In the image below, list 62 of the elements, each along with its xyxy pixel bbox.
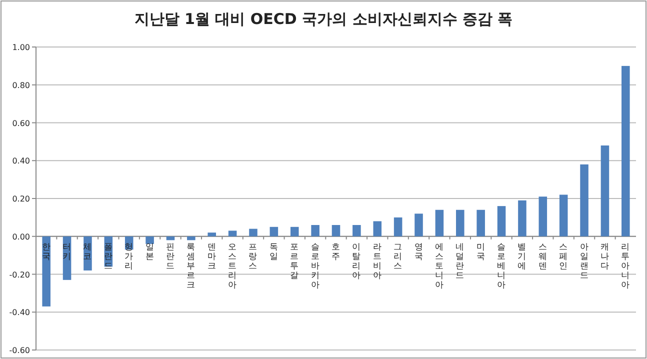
bar <box>208 232 216 236</box>
y-tick-label: 0.00 <box>12 232 30 242</box>
x-tick-label: 덴마크 <box>207 242 216 272</box>
bar <box>187 236 196 240</box>
bar <box>42 236 50 306</box>
bar <box>228 230 237 236</box>
x-tick-label: 독일 <box>269 242 278 262</box>
y-tick-label: 1.00 <box>12 43 30 52</box>
x-tick-label: 슬로바키아 <box>310 242 320 290</box>
x-tick-label: 체코 <box>83 242 92 262</box>
y-tick-label: -0.60 <box>9 346 30 355</box>
bar <box>270 226 278 236</box>
x-tick-label: 캐나다 <box>600 242 610 272</box>
y-tick-label: 0.80 <box>12 80 30 90</box>
bar <box>394 217 402 236</box>
x-tick-label: 스웨덴 <box>538 242 548 272</box>
bar <box>166 236 175 240</box>
bar <box>290 226 299 236</box>
bar <box>559 194 568 236</box>
x-tick-label: 호주 <box>332 242 340 262</box>
x-tick-label: 그리스 <box>394 242 403 272</box>
bar <box>538 196 548 236</box>
bar <box>332 225 340 236</box>
x-tick-label: 룩셈부르크 <box>186 242 196 290</box>
x-tick-label: 포르투갈 <box>290 242 300 281</box>
x-tick-label: 에스토니아 <box>434 242 444 290</box>
chart-title: 지난달 1월 대비 OECD 국가의 소비자신뢰지수 증감 폭 <box>134 10 513 28</box>
x-tick-label: 벨기에 <box>518 242 527 272</box>
x-tick-label: 이탈리아 <box>352 242 362 281</box>
x-tick-label: 오스트리아 <box>228 242 238 290</box>
bar <box>414 214 423 236</box>
x-tick-label: 일본 <box>145 242 154 262</box>
x-tick-label: 미국 <box>476 242 486 262</box>
bar <box>456 210 464 236</box>
bar <box>476 210 485 236</box>
bar <box>600 145 610 236</box>
y-tick-label: 0.20 <box>12 194 30 204</box>
bar <box>146 236 154 244</box>
y-tick-label: 0.60 <box>12 118 30 128</box>
x-tick-label: 터키 <box>62 242 72 262</box>
bar <box>518 200 526 236</box>
bar <box>311 225 320 236</box>
bar <box>622 66 630 236</box>
x-tick-label: 라트비아 <box>372 242 382 281</box>
x-tick-label: 영국 <box>414 242 424 262</box>
bar <box>352 225 361 236</box>
y-tick-label: -0.20 <box>9 270 30 280</box>
x-tick-label: 핀란드 <box>166 242 175 272</box>
x-tick-label: 한국 <box>42 242 51 262</box>
bar <box>580 164 588 236</box>
y-tick-label: -0.40 <box>9 308 30 318</box>
bar <box>497 206 506 236</box>
bar <box>249 228 258 236</box>
x-tick-label: 네덜란드 <box>456 242 465 281</box>
x-tick-label: 프랑스 <box>248 242 258 272</box>
bar <box>373 221 382 236</box>
y-tick-label: 0.40 <box>12 156 30 166</box>
x-tick-label: 스페인 <box>559 242 568 272</box>
x-tick-label: 슬로베니아 <box>497 242 506 290</box>
x-tick-label: 아일랜드 <box>580 242 589 281</box>
bar <box>435 210 444 236</box>
x-tick-label: 리투아니아 <box>621 242 630 290</box>
